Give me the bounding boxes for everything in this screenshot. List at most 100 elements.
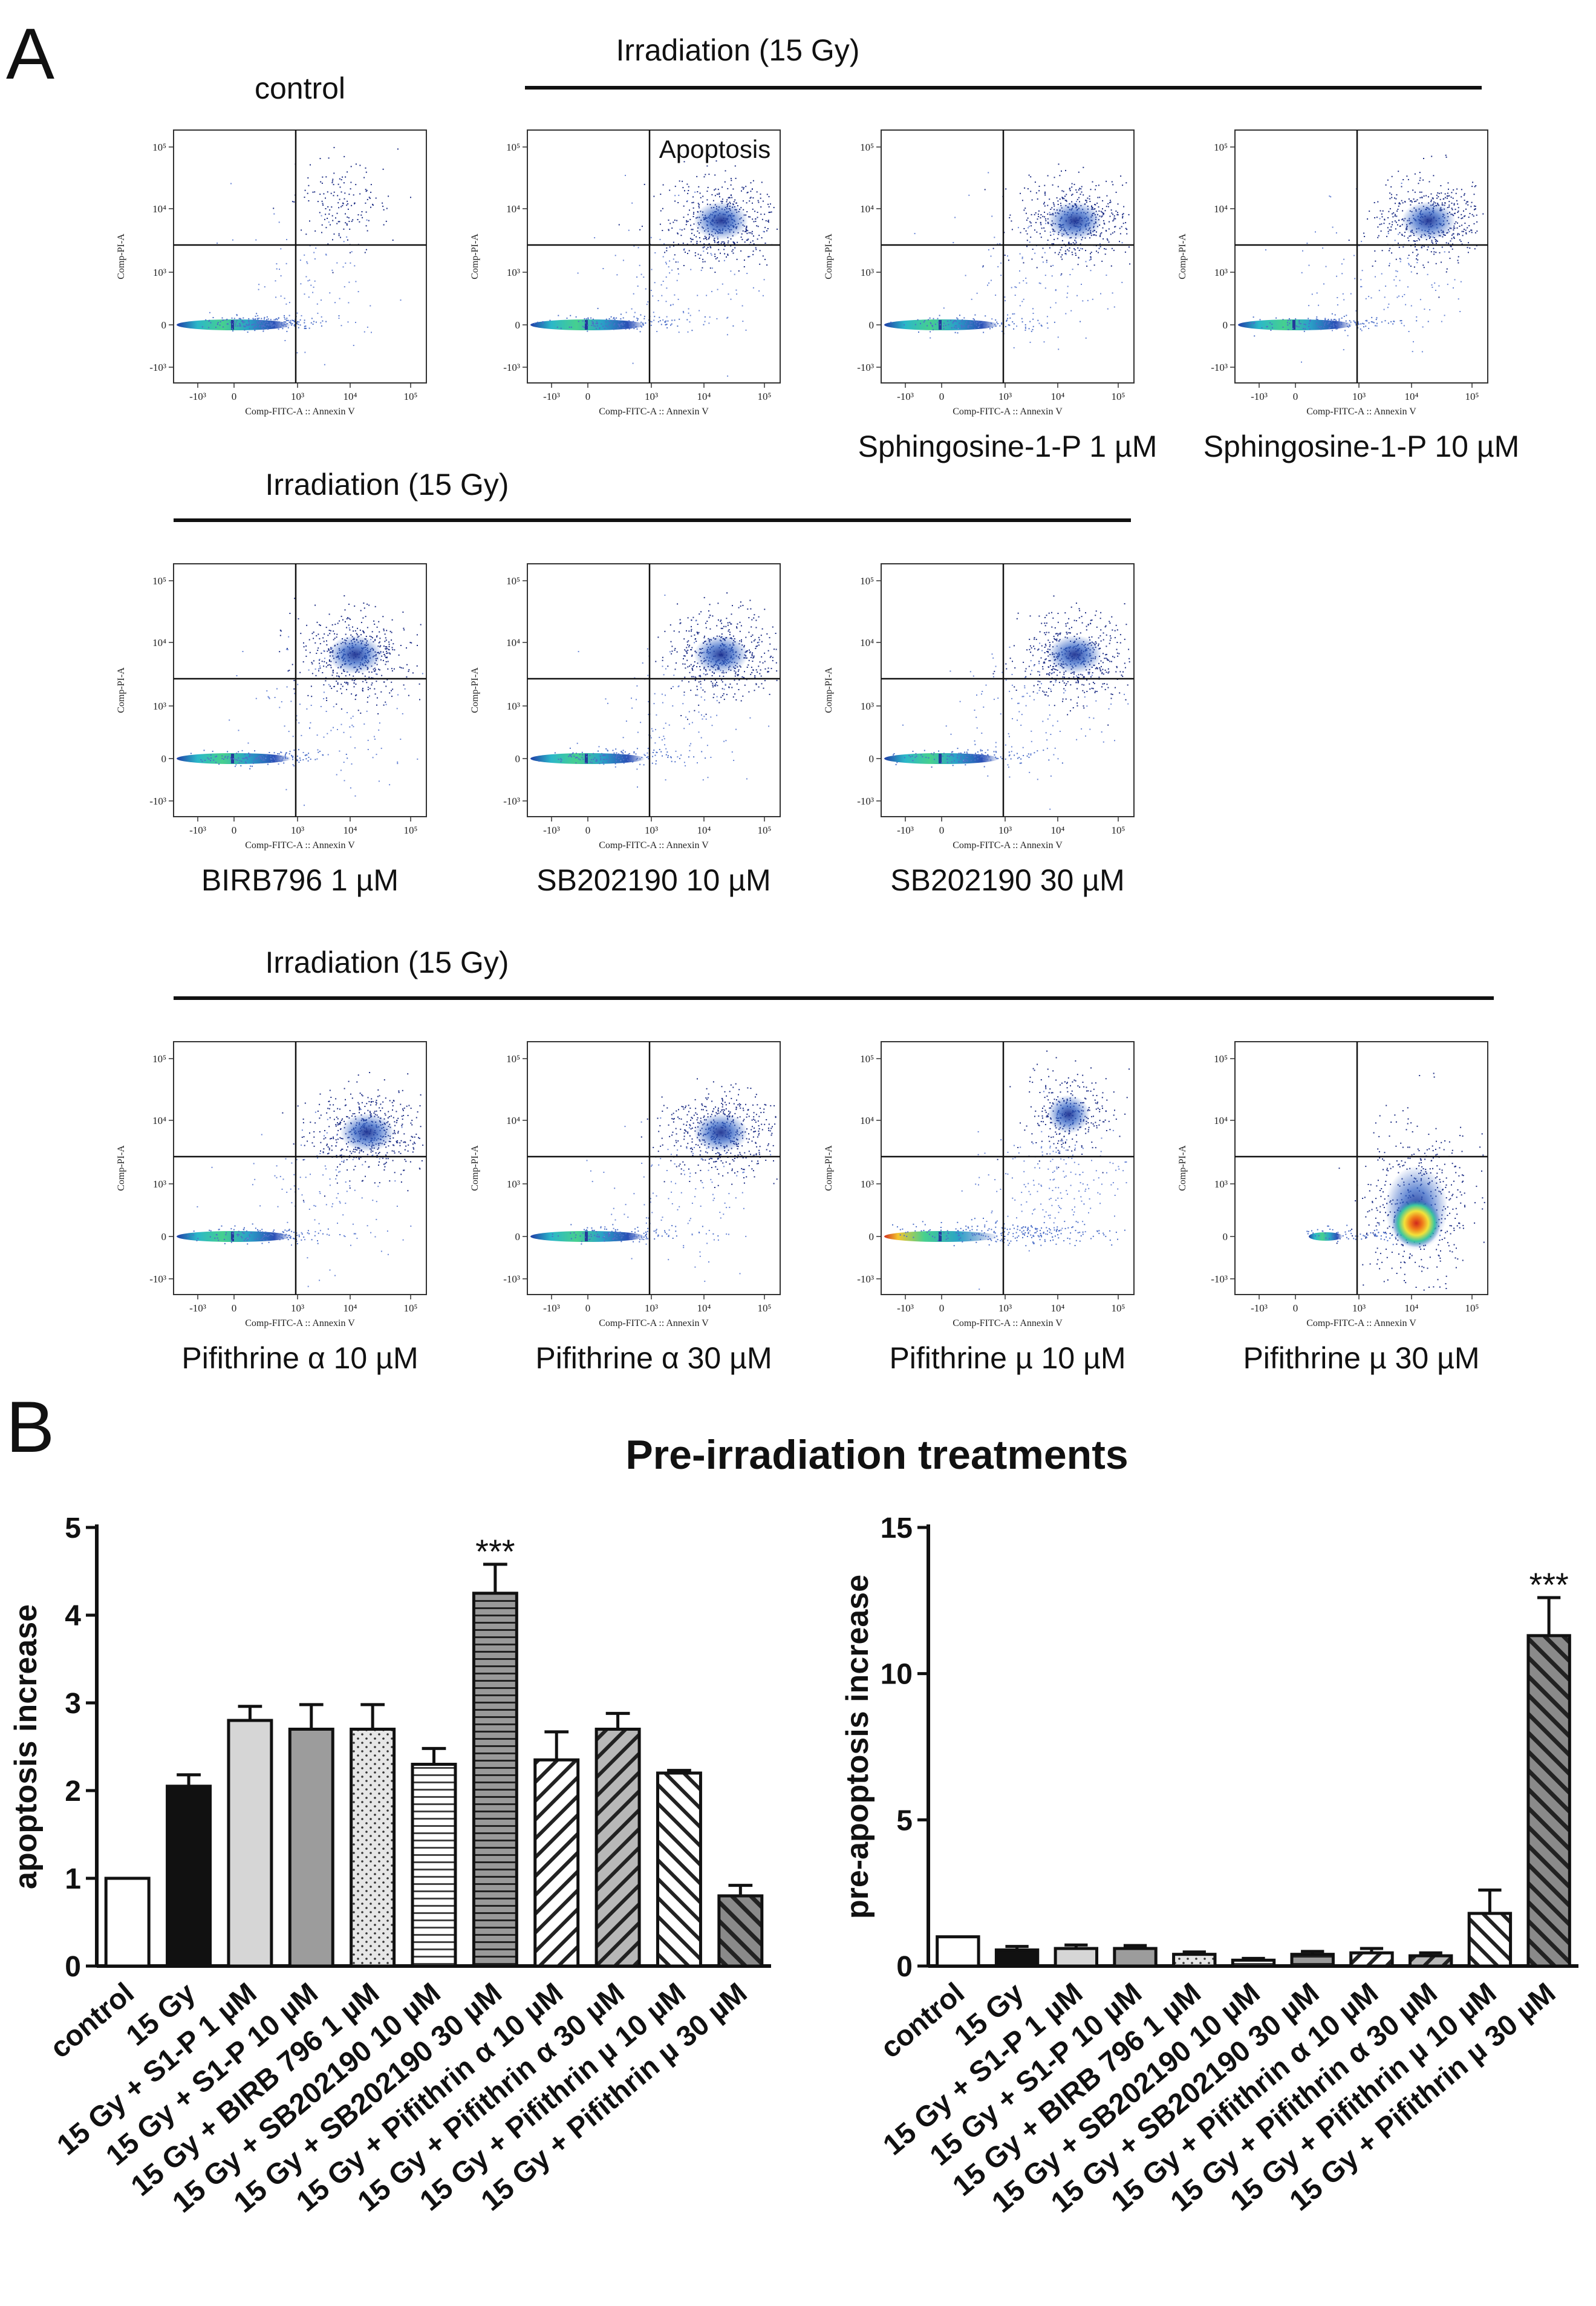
event-dot [1031,647,1032,648]
event-dot [1080,194,1081,195]
event-dot [1331,319,1332,321]
event-dot [304,319,305,321]
event-dot [971,325,972,327]
event-dot [292,664,293,665]
event-dot [246,324,247,325]
plot-frame [173,129,427,384]
event-dot [665,276,667,278]
event-dot [1039,674,1040,676]
event-dot [364,252,366,253]
event-dot [1110,697,1112,699]
event-dot [360,634,362,636]
event-dot [1015,690,1017,691]
event-dot [324,218,325,220]
event-dot [1448,201,1450,203]
event-dot [252,765,253,767]
event-dot [1066,633,1068,635]
event-dot [1068,250,1070,252]
event-dot [1288,328,1289,330]
event-dot [1454,279,1456,281]
event-dot [1107,672,1109,674]
event-dot [1019,762,1021,764]
event-dot [617,323,619,325]
event-dot [1395,221,1397,223]
event-dot [391,647,393,648]
event-dot [983,754,985,756]
event-dot [365,636,367,637]
event-dot [987,755,989,757]
event-dot [1054,321,1055,323]
event-dot [201,326,203,328]
event-dot [336,690,338,692]
event-dot [374,738,376,740]
event-dot [356,633,357,635]
event-dot [726,694,728,696]
event-dot [355,281,357,283]
event-dot [729,632,731,633]
event-dot [616,317,617,319]
event-dot [331,215,333,217]
event-dot [682,243,684,244]
event-dot [686,200,688,202]
event-dot [1100,293,1101,295]
event-dot [1025,230,1027,232]
event-dot [1401,183,1402,184]
event-dot [1474,208,1476,210]
event-dot [942,756,943,757]
event-dot [287,757,288,759]
event-dot [751,233,753,235]
event-dot [667,320,669,322]
event-dot [752,218,754,220]
event-dot [689,745,691,746]
event-dot [1450,240,1451,242]
event-dot [1061,240,1063,241]
event-dot [262,759,264,761]
event-dot [1357,321,1359,323]
event-dot [1414,191,1416,193]
event-dot [750,241,752,243]
event-dot [1041,622,1043,624]
event-dot [664,630,666,632]
event-dot [354,795,356,797]
event-dot [1049,198,1050,200]
event-dot [709,604,711,606]
event-dot [893,756,895,757]
event-dot [1007,314,1009,316]
event-dot [275,296,277,298]
event-dot [269,697,270,699]
event-dot [637,731,639,733]
event-dot [611,319,613,321]
event-dot [302,752,304,753]
event-dot [757,217,758,218]
event-dot [739,630,741,632]
event-dot [325,197,326,199]
event-dot [602,268,604,269]
event-dot [700,669,702,671]
event-dot [1331,313,1333,315]
event-dot [1016,753,1018,754]
event-dot [750,182,752,184]
event-dot [385,704,387,705]
event-dot [666,327,668,328]
event-dot [755,683,757,685]
event-dot [1070,699,1072,701]
event-dot [1092,181,1093,183]
event-dot [607,761,609,763]
event-dot [382,651,384,653]
event-dot [732,188,734,190]
event-dot [1390,186,1392,188]
event-dot [1109,200,1111,201]
event-dot [1253,322,1254,324]
event-dot [768,212,770,214]
event-dot [1324,318,1326,319]
event-dot [348,603,350,605]
event-dot [304,325,305,327]
event-dot [688,250,690,252]
event-dot [594,757,596,759]
event-dot [382,206,384,207]
event-dot [980,750,982,752]
y-tick-label: 10⁵ [506,142,520,153]
event-dot [741,639,742,641]
event-dot [633,751,635,753]
event-dot [1298,322,1300,324]
